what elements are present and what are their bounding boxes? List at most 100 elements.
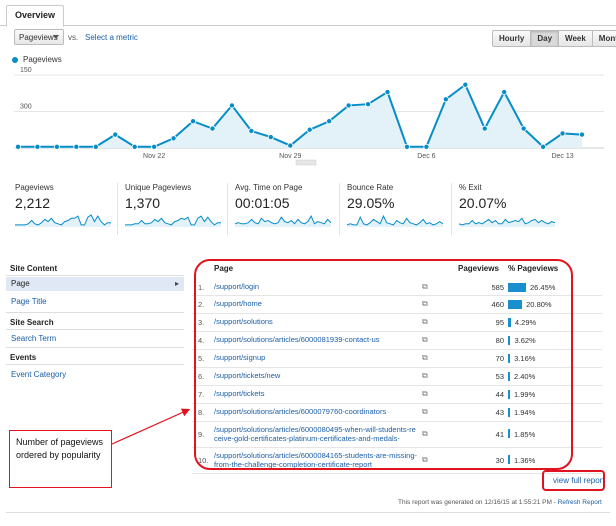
data-point: [34, 143, 41, 150]
data-point: [365, 101, 372, 108]
pageviews-value: 44: [495, 390, 504, 399]
row-number: 7.: [198, 390, 205, 399]
sparkline-area: [235, 216, 331, 227]
view-full-report-link[interactable]: view full report: [553, 476, 605, 485]
data-point: [53, 143, 60, 150]
data-point: [559, 130, 566, 137]
data-point: [403, 143, 410, 150]
table-row[interactable]: 5. /support/signup ⧉ 70 3.16%: [192, 350, 602, 368]
chart-legend: Pageviews: [12, 55, 62, 64]
external-link-icon[interactable]: ⧉: [422, 317, 428, 326]
page-link[interactable]: /support/solutions/articles/6000084165-s…: [214, 451, 418, 469]
period-month-button[interactable]: Month: [592, 31, 616, 46]
annotation-callout: Number of pageviews ordered by popularit…: [9, 430, 112, 488]
page-link[interactable]: /support/tickets: [214, 389, 265, 398]
page-link[interactable]: /support/home: [214, 299, 262, 308]
column-header-page[interactable]: Page: [214, 264, 234, 273]
series-area: [18, 84, 582, 148]
x-tick-label: Dec 6: [417, 153, 435, 160]
page-link[interactable]: /support/tickets/new: [214, 371, 281, 380]
chevron-right-icon: ▸: [174, 279, 179, 288]
sparkline: [125, 215, 221, 227]
data-point: [73, 143, 80, 150]
table-row[interactable]: 9. /support/solutions/articles/6000080495…: [192, 422, 602, 448]
external-link-icon[interactable]: ⧉: [422, 353, 428, 362]
scorecard-bounce-rate[interactable]: Bounce Rate 29.05%: [344, 183, 452, 235]
period-hourly-button[interactable]: Hourly: [493, 31, 532, 46]
external-link-icon[interactable]: ⧉: [422, 299, 428, 308]
external-link-icon[interactable]: ⧉: [422, 282, 428, 291]
data-point: [190, 118, 197, 125]
table-row[interactable]: 3. /support/solutions ⧉ 95 4.29%: [192, 314, 602, 332]
page-link[interactable]: /support/solutions: [214, 317, 273, 326]
nav-item-event-category[interactable]: Event Category: [11, 370, 67, 379]
scorecard-label: % Exit: [459, 183, 482, 192]
table-row[interactable]: 8. /support/solutions/articles/6000079760…: [192, 404, 602, 422]
x-tick-label: Nov 29: [279, 153, 301, 160]
sparkline: [235, 215, 331, 227]
external-link-icon[interactable]: ⧉: [422, 335, 428, 344]
data-point: [501, 89, 508, 96]
pct-bar: [508, 354, 511, 363]
external-link-icon[interactable]: ⧉: [422, 455, 428, 464]
page-link[interactable]: /support/signup: [214, 353, 266, 362]
tab-overview[interactable]: Overview: [6, 5, 65, 27]
nav-item-page-title[interactable]: Page Title: [11, 297, 47, 306]
data-point: [579, 131, 586, 138]
column-header-pct-pageviews[interactable]: % Pageviews: [508, 264, 559, 273]
refresh-report-link[interactable]: Refresh Report: [557, 499, 602, 506]
legend-dot-icon: [12, 56, 18, 63]
table-row[interactable]: 2. /support/home ⧉ 460 20.80%: [192, 296, 602, 314]
row-number: 4.: [198, 336, 205, 345]
period-week-button[interactable]: Week: [559, 31, 593, 46]
sparkline-line: [347, 214, 443, 226]
scorecard-avg-time[interactable]: Avg. Time on Page 00:01:05: [232, 183, 340, 235]
external-link-icon[interactable]: ⧉: [422, 407, 428, 416]
column-header-pageviews[interactable]: Pageviews: [458, 264, 499, 273]
data-point: [345, 102, 352, 109]
row-number: 6.: [198, 372, 205, 381]
external-link-icon[interactable]: ⧉: [422, 371, 428, 380]
data-point: [326, 118, 333, 125]
metric-select[interactable]: Pageviews: [14, 29, 64, 45]
scorecard-exit-rate[interactable]: % Exit 20.07%: [456, 183, 564, 235]
page-link[interactable]: /support/solutions/articles/6000080495-w…: [214, 425, 416, 443]
table-row[interactable]: 6. /support/tickets/new ⧉ 53 2.40%: [192, 368, 602, 386]
sparkline-area: [459, 218, 555, 227]
row-number: 2.: [198, 300, 205, 309]
data-point: [462, 81, 469, 88]
nav-item-page[interactable]: Page ▸: [6, 277, 184, 291]
scorecard-value: 1,370: [125, 195, 161, 211]
data-point: [170, 135, 177, 142]
annotation-text: Number of pageviews ordered by popularit…: [16, 437, 104, 460]
pct-bar: [508, 283, 526, 292]
scorecard-unique-pageviews[interactable]: Unique Pageviews 1,370: [122, 183, 228, 235]
data-point: [228, 102, 235, 109]
row-number: 8.: [198, 408, 205, 417]
table-row[interactable]: 1. /support/login ⧉ 585 26.45%: [192, 279, 602, 296]
scorecard-label: Avg. Time on Page: [235, 183, 303, 192]
external-link-icon[interactable]: ⧉: [422, 429, 428, 438]
page-link[interactable]: /support/solutions/articles/6000079760-c…: [214, 407, 387, 416]
pageviews-value: 80: [495, 336, 504, 345]
sparkline-line: [125, 215, 221, 226]
scorecard-pageviews[interactable]: Pageviews 2,212: [12, 183, 118, 235]
pageviews-value: 43: [495, 408, 504, 417]
table-row[interactable]: 4. /support/solutions/articles/6000081939…: [192, 332, 602, 350]
pageviews-value: 41: [495, 430, 504, 439]
page-link[interactable]: /support/login: [214, 282, 260, 291]
period-day-button[interactable]: Day: [531, 31, 560, 46]
tab-bar: [0, 0, 616, 26]
select-metric-link[interactable]: Select a metric: [85, 33, 138, 42]
table-row[interactable]: 7. /support/tickets ⧉ 44 1.99%: [192, 386, 602, 404]
report-footer: This report was generated on 12/16/15 at…: [398, 499, 602, 506]
nav-heading-site-search: Site Search: [10, 318, 54, 327]
nav-item-search-term[interactable]: Search Term: [11, 334, 57, 343]
vs-label: vs.: [68, 33, 79, 42]
external-link-icon[interactable]: ⧉: [422, 389, 428, 398]
page-link[interactable]: /support/solutions/articles/6000081939-c…: [214, 335, 380, 344]
y-tick-label: 150: [20, 67, 32, 74]
highlight-outline: [542, 470, 605, 491]
pageviews-chart: 300 150 Nov 22 Nov 29 Dec 6 Dec 13: [14, 67, 604, 166]
data-point: [481, 125, 488, 132]
